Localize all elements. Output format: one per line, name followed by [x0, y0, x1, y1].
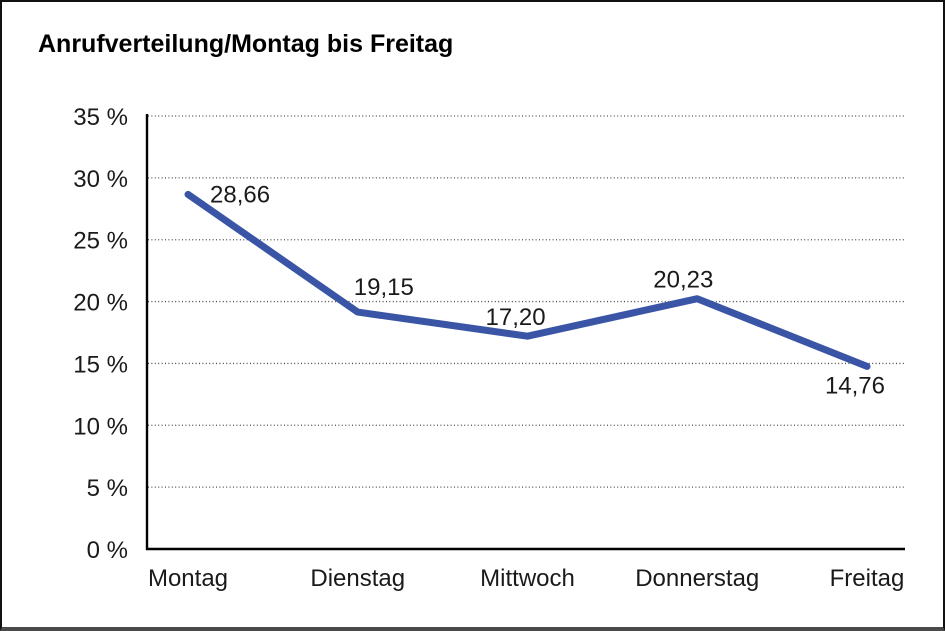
- x-tick-label: Freitag: [830, 565, 905, 592]
- data-label: 28,66: [210, 181, 270, 208]
- y-tick-label: 30 %: [73, 166, 128, 193]
- data-series-line: [184, 190, 871, 370]
- data-label: 20,23: [653, 267, 713, 294]
- x-tick-label: Montag: [148, 565, 228, 592]
- data-label: 19,15: [354, 274, 414, 301]
- data-label: 14,76: [825, 372, 885, 399]
- y-tick-label: 5 %: [87, 475, 128, 502]
- y-tick-label: 10 %: [73, 413, 128, 440]
- chart-title: Anrufverteilung/Montag bis Freitag: [38, 30, 454, 58]
- y-tick-label: 20 %: [73, 290, 128, 317]
- y-tick-label: 25 %: [73, 228, 128, 255]
- data-label: 17,20: [486, 304, 546, 331]
- y-tick-label: 35 %: [73, 104, 128, 131]
- y-tick-label: 0 %: [87, 537, 128, 564]
- x-tick-label: Donnerstag: [635, 565, 759, 592]
- y-tick-label: 15 %: [73, 351, 128, 378]
- x-tick-label: Dienstag: [310, 565, 405, 592]
- x-tick-label: Mittwoch: [480, 565, 575, 592]
